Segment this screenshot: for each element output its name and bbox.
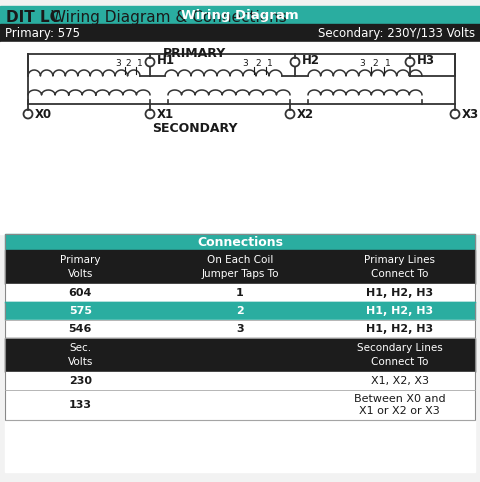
Text: Primary
Volts: Primary Volts	[60, 255, 100, 279]
Text: 3: 3	[359, 59, 365, 68]
Text: PRIMARY: PRIMARY	[163, 47, 227, 60]
Text: Primary Lines
Connect To: Primary Lines Connect To	[364, 255, 435, 279]
Text: Sec.
Volts: Sec. Volts	[68, 343, 93, 367]
Text: 575: 575	[69, 306, 92, 316]
Text: 1: 1	[137, 59, 143, 68]
Text: 133: 133	[69, 400, 92, 410]
Text: Wiring Diagram: Wiring Diagram	[181, 9, 299, 22]
Text: H1, H2, H3: H1, H2, H3	[366, 324, 433, 334]
Text: Wiring Diagram & Connections: Wiring Diagram & Connections	[46, 10, 287, 25]
Text: SECONDARY: SECONDARY	[152, 122, 238, 135]
Bar	[5, 338, 475, 372]
Bar	[5, 320, 475, 338]
Text: 3: 3	[242, 59, 248, 68]
Bar	[0, 6, 480, 24]
Text: 1: 1	[236, 288, 244, 298]
Circle shape	[286, 109, 295, 119]
Text: X3: X3	[462, 107, 479, 120]
Bar	[5, 234, 475, 250]
Text: Secondary: 230Y/133 Volts: Secondary: 230Y/133 Volts	[318, 27, 475, 40]
Text: Primary: 575: Primary: 575	[5, 27, 80, 40]
Text: 2: 2	[236, 306, 244, 316]
Text: H1, H2, H3: H1, H2, H3	[366, 306, 433, 316]
Text: H2: H2	[302, 54, 320, 67]
Text: 3: 3	[115, 59, 121, 68]
Bar	[5, 284, 475, 302]
Bar	[0, 42, 480, 234]
Circle shape	[406, 57, 415, 67]
Text: X1, X2, X3: X1, X2, X3	[371, 376, 429, 386]
Text: 2: 2	[372, 59, 378, 68]
Circle shape	[24, 109, 33, 119]
Text: H1: H1	[157, 54, 175, 67]
Text: 2: 2	[125, 59, 131, 68]
Text: 3: 3	[236, 324, 244, 334]
Bar	[0, 24, 480, 42]
Bar	[5, 234, 475, 420]
Text: 546: 546	[69, 324, 92, 334]
Bar	[5, 234, 475, 472]
Bar	[5, 302, 475, 320]
Text: Secondary Lines
Connect To: Secondary Lines Connect To	[357, 343, 443, 367]
Text: X1: X1	[157, 107, 174, 120]
Bar	[5, 250, 475, 284]
Text: X2: X2	[297, 107, 314, 120]
Text: H1, H2, H3: H1, H2, H3	[366, 288, 433, 298]
Text: DIT LC: DIT LC	[6, 10, 61, 25]
Circle shape	[145, 57, 155, 67]
Bar	[5, 372, 475, 390]
Bar	[5, 390, 475, 420]
Text: On Each Coil
Jumper Taps To: On Each Coil Jumper Taps To	[201, 255, 279, 279]
Text: 1: 1	[267, 59, 273, 68]
Text: 2: 2	[255, 59, 261, 68]
Text: 604: 604	[69, 288, 92, 298]
Text: 1: 1	[385, 59, 391, 68]
Text: Between X0 and
X1 or X2 or X3: Between X0 and X1 or X2 or X3	[354, 394, 445, 416]
Text: H3: H3	[417, 54, 435, 67]
Circle shape	[145, 109, 155, 119]
Circle shape	[451, 109, 459, 119]
Circle shape	[290, 57, 300, 67]
Text: 230: 230	[69, 376, 92, 386]
Text: Connections: Connections	[197, 236, 283, 249]
Text: X0: X0	[35, 107, 52, 120]
